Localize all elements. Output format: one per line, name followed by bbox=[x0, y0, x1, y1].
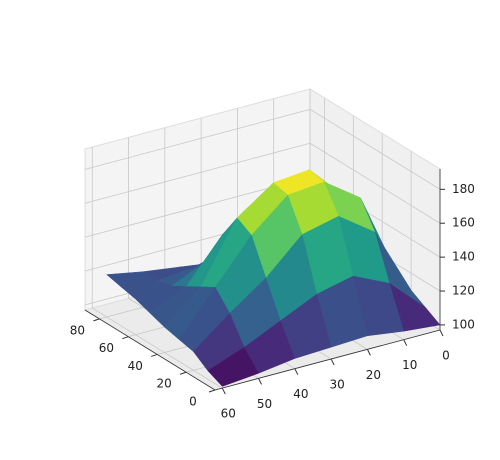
y-tick-label: 40 bbox=[128, 359, 143, 373]
x-tick-label: 40 bbox=[293, 387, 308, 401]
x-tick-label: 0 bbox=[442, 349, 450, 363]
x-tick bbox=[294, 368, 299, 375]
y-tick bbox=[151, 353, 158, 357]
x-tick-label: 20 bbox=[366, 368, 381, 382]
z-tick-label: 160 bbox=[452, 216, 475, 230]
axis-line bbox=[214, 329, 441, 391]
x-tick bbox=[258, 378, 262, 385]
x-tick bbox=[221, 387, 226, 395]
y-tick-label: 20 bbox=[156, 377, 171, 391]
x-tick bbox=[330, 358, 335, 366]
y-tick bbox=[122, 336, 129, 340]
axis-line bbox=[84, 309, 216, 391]
z-tick-label: 180 bbox=[452, 182, 475, 196]
grid-line bbox=[309, 108, 441, 190]
x-tick bbox=[439, 329, 444, 337]
y-tick-label: 60 bbox=[99, 341, 114, 355]
y-tick-label: 0 bbox=[189, 395, 197, 409]
x-tick-label: 30 bbox=[329, 378, 344, 392]
y-tick bbox=[208, 389, 216, 393]
grid-line bbox=[84, 142, 311, 204]
x-tick-label: 60 bbox=[221, 407, 236, 421]
y-tick bbox=[93, 318, 100, 322]
z-tick-label: 140 bbox=[452, 250, 475, 264]
z-tick-label: 120 bbox=[452, 284, 475, 298]
grid-line bbox=[84, 108, 311, 170]
x-tick bbox=[403, 339, 408, 346]
y-tick bbox=[179, 371, 187, 375]
x-tick-label: 50 bbox=[257, 397, 272, 411]
x-tick-label: 10 bbox=[402, 358, 417, 372]
grid-line bbox=[92, 307, 223, 389]
z-tick-label: 100 bbox=[452, 317, 475, 331]
y-tick-label: 80 bbox=[70, 323, 85, 337]
x-tick bbox=[366, 349, 371, 356]
surface-patch bbox=[207, 347, 259, 387]
grid-line bbox=[309, 142, 441, 224]
